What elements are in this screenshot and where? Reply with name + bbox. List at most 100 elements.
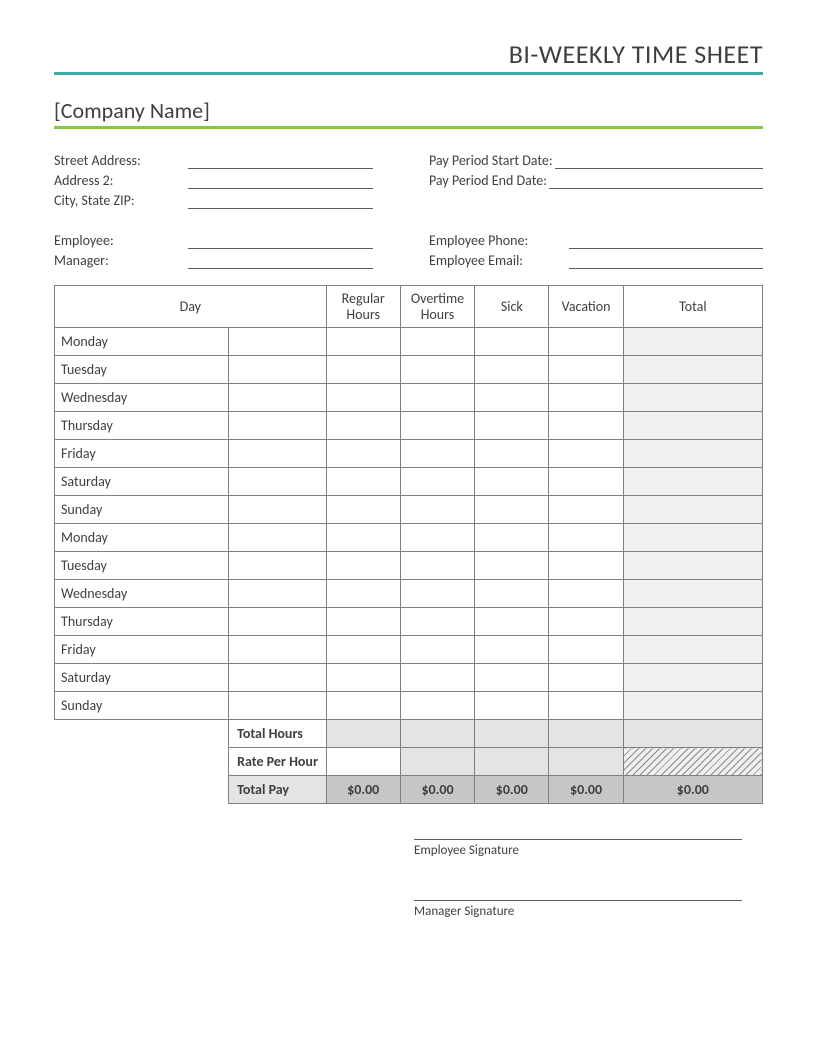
cell-sick-hours[interactable] bbox=[475, 552, 549, 580]
cell-row-total bbox=[623, 496, 762, 524]
cell-regular-hours[interactable] bbox=[326, 384, 400, 412]
cell-row-total bbox=[623, 468, 762, 496]
cell-overtime-hours[interactable] bbox=[400, 608, 474, 636]
cell-total-hours-total[interactable] bbox=[623, 720, 762, 748]
cell-date[interactable] bbox=[229, 440, 326, 468]
cell-total-hours-regular[interactable] bbox=[326, 720, 400, 748]
cell-overtime-hours[interactable] bbox=[400, 580, 474, 608]
cell-sick-hours[interactable] bbox=[475, 664, 549, 692]
cell-overtime-hours[interactable] bbox=[400, 664, 474, 692]
cell-date[interactable] bbox=[229, 356, 326, 384]
cell-sick-hours[interactable] bbox=[475, 440, 549, 468]
input-address-2[interactable] bbox=[188, 171, 373, 189]
header-regular: Regular Hours bbox=[326, 286, 400, 328]
cell-vacation-hours[interactable] bbox=[549, 524, 623, 552]
cell-regular-hours[interactable] bbox=[326, 412, 400, 440]
cell-overtime-hours[interactable] bbox=[400, 328, 474, 356]
cell-overtime-hours[interactable] bbox=[400, 440, 474, 468]
cell-total-pay-regular: $0.00 bbox=[326, 776, 400, 804]
cell-total-hours-sick[interactable] bbox=[475, 720, 549, 748]
cell-date[interactable] bbox=[229, 552, 326, 580]
cell-date[interactable] bbox=[229, 496, 326, 524]
cell-vacation-hours[interactable] bbox=[549, 356, 623, 384]
cell-regular-hours[interactable] bbox=[326, 664, 400, 692]
cell-overtime-hours[interactable] bbox=[400, 356, 474, 384]
cell-regular-hours[interactable] bbox=[326, 552, 400, 580]
cell-regular-hours[interactable] bbox=[326, 692, 400, 720]
cell-sick-hours[interactable] bbox=[475, 692, 549, 720]
cell-rate-vacation[interactable] bbox=[549, 748, 623, 776]
cell-sick-hours[interactable] bbox=[475, 608, 549, 636]
cell-sick-hours[interactable] bbox=[475, 356, 549, 384]
cell-total-hours-overtime[interactable] bbox=[400, 720, 474, 748]
cell-sick-hours[interactable] bbox=[475, 524, 549, 552]
table-row: Thursday bbox=[55, 412, 763, 440]
cell-overtime-hours[interactable] bbox=[400, 412, 474, 440]
cell-total-hours-vacation[interactable] bbox=[549, 720, 623, 748]
cell-regular-hours[interactable] bbox=[326, 636, 400, 664]
cell-date[interactable] bbox=[229, 328, 326, 356]
cell-regular-hours[interactable] bbox=[326, 328, 400, 356]
cell-regular-hours[interactable] bbox=[326, 468, 400, 496]
cell-date[interactable] bbox=[229, 524, 326, 552]
input-employee[interactable] bbox=[188, 231, 373, 249]
input-pay-end[interactable] bbox=[549, 171, 763, 189]
cell-vacation-hours[interactable] bbox=[549, 580, 623, 608]
cell-regular-hours[interactable] bbox=[326, 580, 400, 608]
input-street-address[interactable] bbox=[188, 151, 373, 169]
cell-date[interactable] bbox=[229, 692, 326, 720]
cell-row-total bbox=[623, 692, 762, 720]
cell-row-total bbox=[623, 636, 762, 664]
cell-vacation-hours[interactable] bbox=[549, 328, 623, 356]
cell-date[interactable] bbox=[229, 664, 326, 692]
cell-vacation-hours[interactable] bbox=[549, 664, 623, 692]
cell-sick-hours[interactable] bbox=[475, 328, 549, 356]
cell-regular-hours[interactable] bbox=[326, 356, 400, 384]
cell-sick-hours[interactable] bbox=[475, 384, 549, 412]
header-day: Day bbox=[55, 286, 327, 328]
cell-vacation-hours[interactable] bbox=[549, 692, 623, 720]
cell-overtime-hours[interactable] bbox=[400, 692, 474, 720]
cell-overtime-hours[interactable] bbox=[400, 636, 474, 664]
cell-rate-regular[interactable] bbox=[326, 748, 400, 776]
cell-vacation-hours[interactable] bbox=[549, 412, 623, 440]
cell-vacation-hours[interactable] bbox=[549, 608, 623, 636]
cell-sick-hours[interactable] bbox=[475, 468, 549, 496]
cell-date[interactable] bbox=[229, 468, 326, 496]
cell-rate-sick[interactable] bbox=[475, 748, 549, 776]
cell-regular-hours[interactable] bbox=[326, 524, 400, 552]
cell-regular-hours[interactable] bbox=[326, 608, 400, 636]
cell-date[interactable] bbox=[229, 580, 326, 608]
cell-sick-hours[interactable] bbox=[475, 636, 549, 664]
cell-day-label: Tuesday bbox=[55, 356, 229, 384]
input-employee-phone[interactable] bbox=[569, 231, 763, 249]
table-row: Wednesday bbox=[55, 580, 763, 608]
input-employee-email[interactable] bbox=[569, 251, 763, 269]
cell-date[interactable] bbox=[229, 608, 326, 636]
input-manager[interactable] bbox=[188, 251, 373, 269]
input-pay-start[interactable] bbox=[555, 151, 763, 169]
input-city-state-zip[interactable] bbox=[188, 191, 373, 209]
cell-overtime-hours[interactable] bbox=[400, 468, 474, 496]
cell-sick-hours[interactable] bbox=[475, 496, 549, 524]
cell-date[interactable] bbox=[229, 412, 326, 440]
cell-sick-hours[interactable] bbox=[475, 580, 549, 608]
cell-regular-hours[interactable] bbox=[326, 496, 400, 524]
cell-vacation-hours[interactable] bbox=[549, 496, 623, 524]
table-row: Saturday bbox=[55, 664, 763, 692]
cell-sick-hours[interactable] bbox=[475, 412, 549, 440]
cell-vacation-hours[interactable] bbox=[549, 384, 623, 412]
cell-date[interactable] bbox=[229, 384, 326, 412]
cell-regular-hours[interactable] bbox=[326, 440, 400, 468]
cell-overtime-hours[interactable] bbox=[400, 496, 474, 524]
cell-vacation-hours[interactable] bbox=[549, 468, 623, 496]
cell-overtime-hours[interactable] bbox=[400, 384, 474, 412]
cell-overtime-hours[interactable] bbox=[400, 524, 474, 552]
cell-date[interactable] bbox=[229, 636, 326, 664]
cell-vacation-hours[interactable] bbox=[549, 552, 623, 580]
cell-overtime-hours[interactable] bbox=[400, 552, 474, 580]
cell-vacation-hours[interactable] bbox=[549, 440, 623, 468]
cell-rate-overtime[interactable] bbox=[400, 748, 474, 776]
cell-vacation-hours[interactable] bbox=[549, 636, 623, 664]
table-row: Friday bbox=[55, 636, 763, 664]
